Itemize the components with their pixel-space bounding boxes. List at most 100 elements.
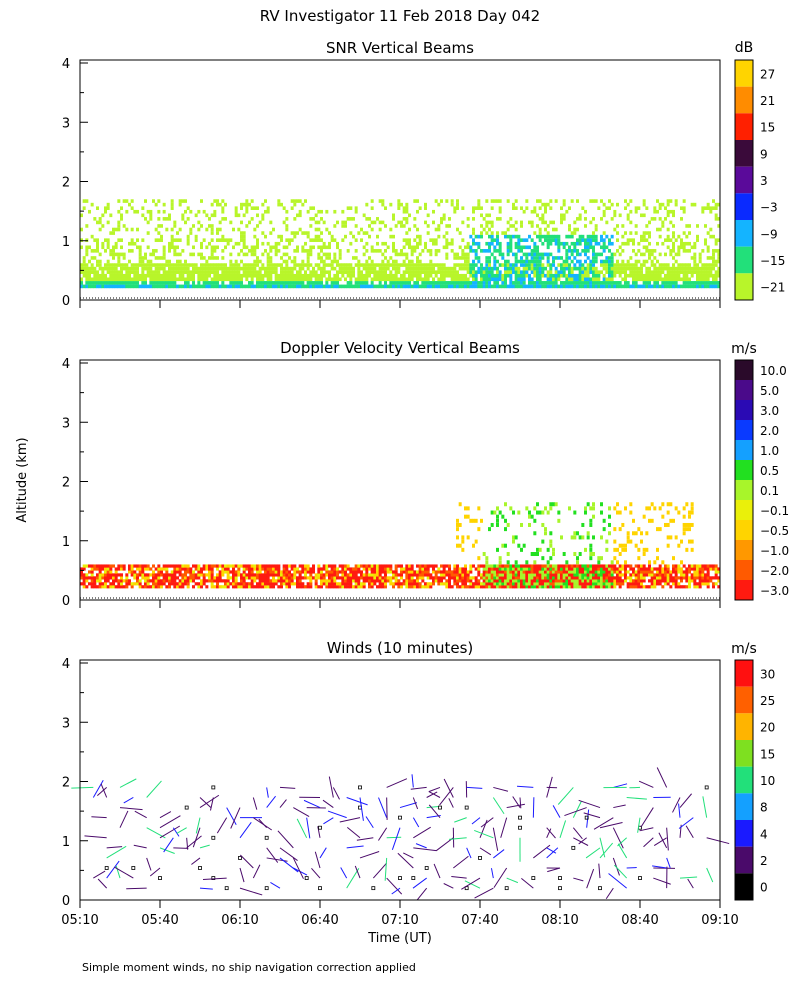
snr-cell [565,266,569,271]
snr-cell [250,266,254,271]
doppler-cell [154,585,158,589]
colorbar-label: 10.0 [760,364,787,378]
snr-cell [176,259,179,264]
snr-cell [480,234,483,239]
snr-cell [656,273,659,278]
doppler-cell [589,522,593,527]
calm-marker [704,785,709,790]
snr-cell [197,281,201,285]
snr-cell [242,273,246,278]
snr-cell [130,281,134,285]
snr-cell [706,202,710,207]
doppler-cell [205,579,209,583]
snr-cell [706,273,710,278]
snr-cell [112,231,115,235]
snr-cell [285,270,289,274]
snr-cell [509,224,513,228]
snr-cell [658,263,662,267]
doppler-cell [216,573,219,577]
snr-cell [85,199,89,203]
doppler-cell [458,567,462,571]
doppler-cell [496,564,499,568]
snr-cell [221,266,225,271]
snr-cell [717,259,721,264]
snr-cell [674,277,678,282]
snr-cell [298,284,302,289]
snr-cell [408,266,411,271]
snr-cell [480,206,483,210]
doppler-cell [648,573,651,577]
snr-cell [562,199,566,203]
doppler-cell [645,547,649,552]
snr-cell [349,266,353,271]
snr-cell [514,256,518,260]
snr-cell [357,277,361,282]
doppler-cell [581,522,585,527]
doppler-cell [549,543,553,548]
doppler-cell [389,582,393,586]
doppler-cell [349,573,353,577]
snr-cell [402,259,406,264]
snr-cell [90,249,94,253]
doppler-cell [642,573,646,577]
doppler-cell [552,585,555,589]
doppler-cell [101,585,105,589]
snr-cell [277,263,281,267]
doppler-cell [645,573,649,577]
doppler-cell [456,585,459,589]
snr-cell [309,249,313,253]
snr-cell [642,231,646,235]
doppler-cell [93,564,97,568]
wind-barb [252,864,261,879]
wind-barb [598,863,601,879]
wind-barb [399,802,418,809]
snr-cell [402,284,406,289]
snr-cell [672,281,675,285]
snr-cell [288,266,291,271]
doppler-cell [632,567,635,571]
doppler-cell [416,579,419,583]
doppler-cell [674,585,678,589]
snr-cell [352,234,355,239]
doppler-cell [365,564,369,568]
doppler-cell [637,567,641,571]
doppler-cell [621,543,625,548]
doppler-cell [482,573,486,577]
doppler-cell [210,582,214,586]
snr-cell [266,263,270,267]
snr-cell [82,273,86,278]
doppler-cell [666,579,670,583]
doppler-cell [90,573,94,577]
doppler-cell [504,585,507,589]
doppler-cell [597,560,601,565]
snr-cell [541,256,545,260]
snr-cell [538,273,542,278]
snr-cell [541,263,545,267]
doppler-cell [298,573,302,577]
snr-cell [250,199,254,203]
doppler-cell [389,576,393,580]
doppler-cell [581,576,585,580]
snr-cell [642,252,646,257]
doppler-cell [586,535,590,540]
snr-cell [536,284,539,289]
doppler-cell [626,535,630,540]
doppler-cell [392,576,395,580]
snr-cell [664,281,667,285]
wind-barb [378,797,388,818]
snr-cell [568,227,571,232]
snr-cell [456,284,459,289]
snr-cell [168,249,171,253]
snr-cell [482,227,486,232]
snr-cell [405,256,409,260]
doppler-cell [408,567,411,571]
doppler-cell [458,585,462,589]
wind-barb [547,867,561,873]
wind-barb [639,827,654,832]
doppler-cell [624,564,627,568]
snr-cell [181,284,185,289]
doppler-cell [405,564,409,568]
snr-cell [269,273,273,278]
doppler-cell [408,573,411,577]
snr-cell [578,277,582,282]
